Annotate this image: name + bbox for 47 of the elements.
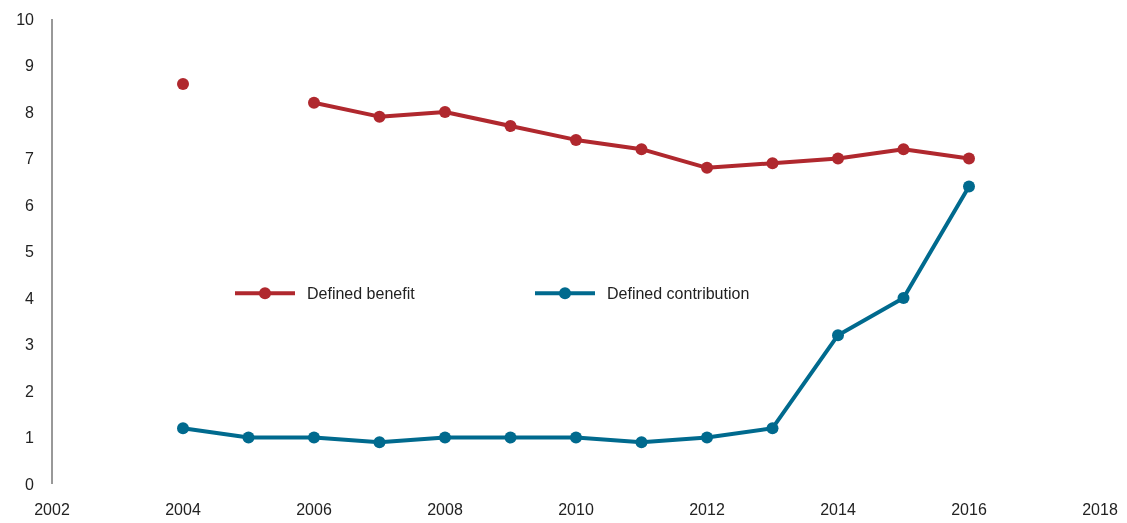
point xyxy=(897,143,910,156)
y-tick-label: 4 xyxy=(25,289,35,307)
point xyxy=(177,78,189,91)
y-tick-label: 2 xyxy=(25,382,35,400)
y-tick-label: 1 xyxy=(25,429,35,447)
x-tick-label: 2006 xyxy=(296,501,332,518)
point xyxy=(439,106,451,118)
point xyxy=(242,431,255,444)
point xyxy=(635,143,648,156)
y-tick-label: 3 xyxy=(25,336,35,354)
y-tick-label: 0 xyxy=(25,475,35,493)
point xyxy=(570,431,582,444)
point xyxy=(504,431,517,444)
point xyxy=(832,329,844,342)
legend-label: Defined contribution xyxy=(607,284,750,302)
y-tick-label: 7 xyxy=(25,150,35,168)
x-tick-label: 2012 xyxy=(689,501,725,518)
y-tick-label: 6 xyxy=(25,196,35,214)
point xyxy=(701,431,713,444)
y-tick-label: 10 xyxy=(16,10,35,28)
point xyxy=(701,161,713,174)
point xyxy=(373,436,386,449)
point xyxy=(373,110,386,123)
point xyxy=(308,431,320,444)
y-tick-label: 5 xyxy=(25,243,35,261)
point xyxy=(766,157,779,170)
x-tick-label: 2004 xyxy=(165,501,201,518)
point xyxy=(832,152,844,165)
legend-label: Defined benefit xyxy=(307,284,416,302)
point xyxy=(766,422,779,435)
point xyxy=(308,96,320,109)
y-tick-label: 8 xyxy=(25,103,35,121)
x-tick-label: 2014 xyxy=(820,501,856,518)
x-tick-label: 2018 xyxy=(1082,501,1118,518)
point xyxy=(504,119,517,132)
point xyxy=(635,436,648,449)
point xyxy=(570,133,582,146)
point xyxy=(963,152,975,165)
point xyxy=(963,180,975,193)
x-tick-label: 2016 xyxy=(951,501,987,518)
x-tick-label: 2008 xyxy=(427,501,463,518)
point xyxy=(177,422,189,435)
y-tick-label: 9 xyxy=(25,57,35,75)
point xyxy=(897,292,910,304)
x-tick-label: 2002 xyxy=(34,501,70,518)
point xyxy=(439,431,451,444)
x-tick-label: 2010 xyxy=(558,501,594,518)
